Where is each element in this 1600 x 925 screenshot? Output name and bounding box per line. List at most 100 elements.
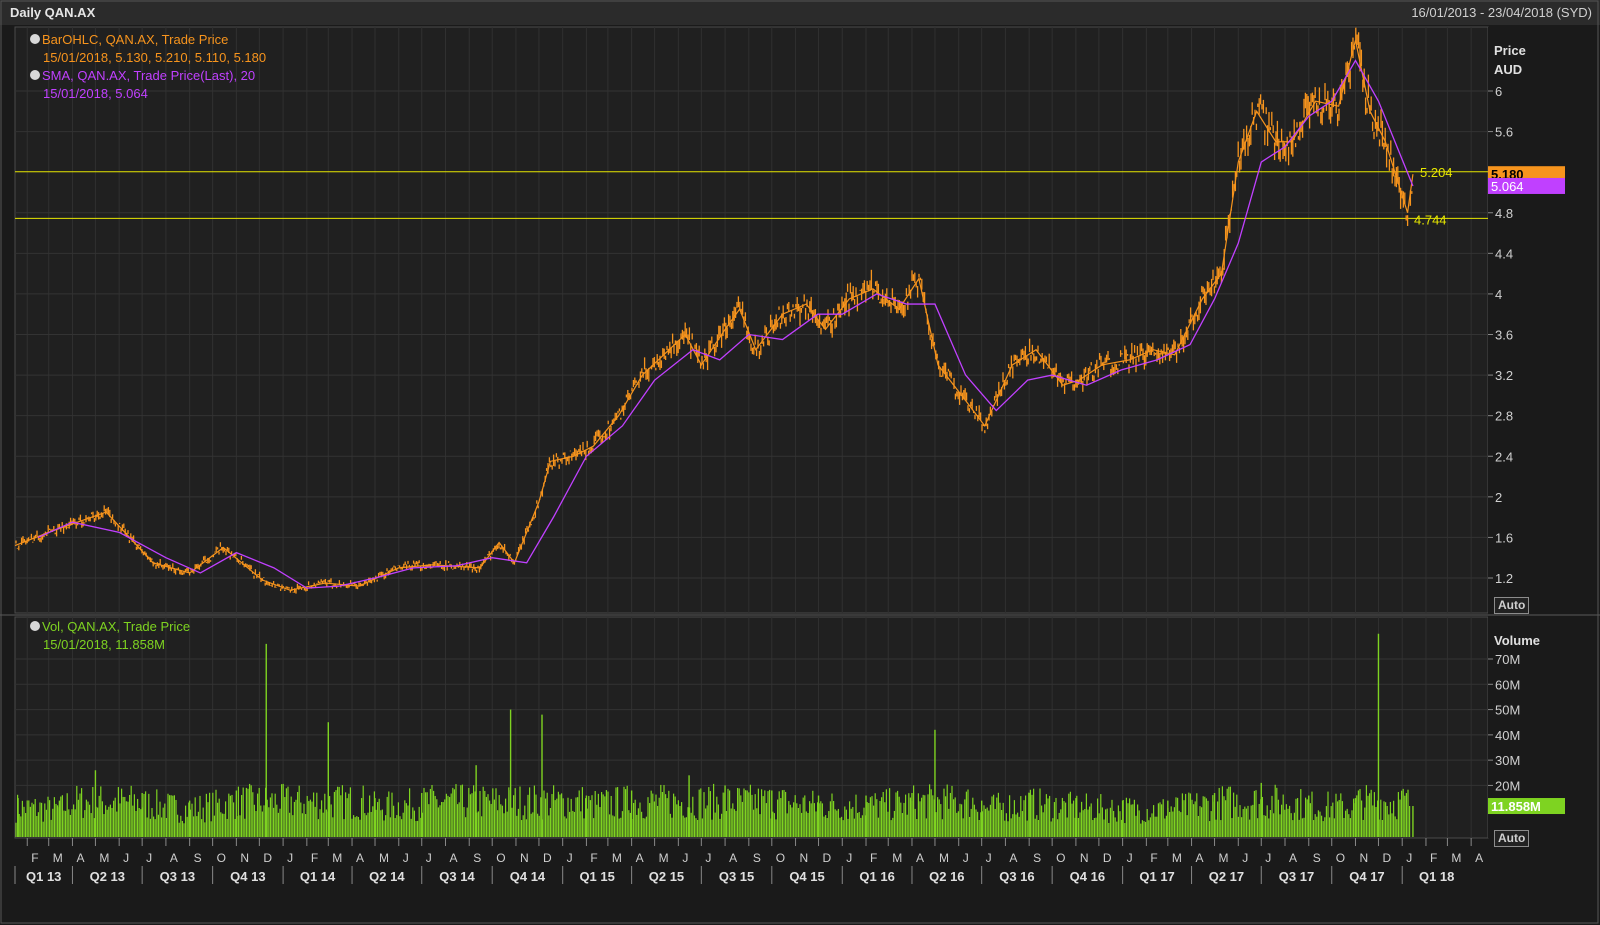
month-tick-label: O	[217, 851, 226, 865]
price-axis-label: 1.6	[1495, 530, 1513, 545]
month-tick-label: M	[379, 851, 389, 865]
month-tick-label: D	[263, 851, 272, 865]
price-axis-label: 6	[1495, 84, 1502, 99]
volume-axis-label: 20M	[1495, 778, 1520, 793]
quarter-label: Q3 15	[719, 869, 754, 884]
month-tick-label: J	[705, 851, 711, 865]
sma-legend-values: 15/01/2018, 5.064	[43, 86, 148, 101]
quarter-label: Q2 13	[90, 869, 125, 884]
month-tick-label: A	[1475, 851, 1483, 865]
title-bar: Daily QAN.AX 16/01/2013 - 23/04/2018 (SY…	[0, 0, 1600, 25]
month-tick-label: M	[939, 851, 949, 865]
quarter-label: Q4 17	[1349, 869, 1384, 884]
month-tick-label: S	[753, 851, 761, 865]
ohlc-legend-icon	[30, 34, 40, 44]
chart-title: Daily QAN.AX	[10, 5, 96, 20]
month-tick-label: D	[1103, 851, 1112, 865]
month-tick-label: F	[311, 851, 318, 865]
month-tick-label: M	[332, 851, 342, 865]
month-tick-label: N	[240, 851, 249, 865]
month-tick-label: F	[1430, 851, 1437, 865]
month-tick-label: O	[1336, 851, 1345, 865]
volume-legend-entry[interactable]: Vol, QAN.AX, Trade Price	[30, 618, 190, 636]
volume-axis-label: 40M	[1495, 728, 1520, 743]
volume-legend-values: 15/01/2018, 11.858M	[43, 637, 165, 652]
month-tick-label: F	[31, 851, 38, 865]
ohlc-legend-values: 15/01/2018, 5.130, 5.210, 5.110, 5.180	[43, 50, 267, 65]
month-tick-label: O	[1056, 851, 1065, 865]
quarter-label: Q4 14	[510, 869, 546, 884]
volume-legend: Vol, QAN.AX, Trade Price 15/01/2018, 11.…	[30, 618, 190, 654]
month-tick-label: A	[636, 851, 644, 865]
sma-legend-entry[interactable]: SMA, QAN.AX, Trade Price(Last), 20	[30, 67, 266, 85]
volume-auto-scale-button[interactable]: Auto	[1494, 830, 1530, 847]
quarter-label: Q1 16	[859, 869, 894, 884]
quarter-label: Q1 15	[579, 869, 614, 884]
month-tick-label: A	[1196, 851, 1204, 865]
volume-legend-icon	[30, 621, 40, 631]
month-tick-label: J	[963, 851, 969, 865]
month-tick-label: M	[1172, 851, 1182, 865]
month-tick-label: D	[1382, 851, 1391, 865]
quarter-label: Q2 16	[929, 869, 964, 884]
month-tick-label: O	[496, 851, 505, 865]
price-auto-scale-button[interactable]: Auto	[1494, 597, 1530, 614]
month-tick-label: F	[590, 851, 597, 865]
month-tick-label: S	[194, 851, 202, 865]
month-tick-label: M	[1219, 851, 1229, 865]
price-axis-label: 4	[1495, 287, 1502, 302]
sma-badge-label: 5.064	[1491, 179, 1524, 194]
month-tick-label: J	[1127, 851, 1133, 865]
price-axis-label: 3.6	[1495, 328, 1513, 343]
ohlc-legend-entry[interactable]: BarOHLC, QAN.AX, Trade Price	[30, 31, 266, 49]
right-axis-area	[1488, 27, 1598, 838]
month-tick-label: F	[1150, 851, 1157, 865]
quarter-label: Q4 16	[1070, 869, 1105, 884]
month-tick-label: A	[76, 851, 84, 865]
quarter-label: Q3 14	[439, 869, 475, 884]
month-tick-label: J	[986, 851, 992, 865]
quarter-label: Q1 18	[1419, 869, 1454, 884]
month-tick-label: A	[1289, 851, 1297, 865]
last-volume-badge-label: 11.858M	[1491, 799, 1541, 814]
quarter-label: Q2 15	[649, 869, 684, 884]
quarter-label: Q4 13	[230, 869, 265, 884]
month-tick-label: S	[473, 851, 481, 865]
price-panel	[14, 26, 1489, 614]
month-tick-label: A	[356, 851, 364, 865]
quarter-label: Q1 17	[1139, 869, 1174, 884]
month-tick-label: M	[99, 851, 109, 865]
month-tick-label: S	[1313, 851, 1321, 865]
quarter-label: Q2 17	[1209, 869, 1244, 884]
sma-line	[37, 59, 1414, 589]
month-tick-label: J	[1265, 851, 1271, 865]
month-tick-label: A	[449, 851, 457, 865]
price-axis-label: 5.6	[1495, 125, 1513, 140]
price-legend: BarOHLC, QAN.AX, Trade Price 15/01/2018,…	[30, 31, 266, 103]
quarter-label: Q1 13	[26, 869, 61, 884]
quarter-label: Q3 16	[999, 869, 1034, 884]
price-axis-label: 4.8	[1495, 206, 1513, 221]
price-axis-unit: AUD	[1494, 62, 1522, 77]
month-tick-label: A	[170, 851, 178, 865]
quarter-label: Q1 14	[300, 869, 336, 884]
month-tick-label: N	[1359, 851, 1368, 865]
month-tick-label: J	[146, 851, 152, 865]
volume-axis-label: 30M	[1495, 753, 1520, 768]
ohlc-legend-name: BarOHLC, QAN.AX, Trade Price	[42, 32, 229, 47]
price-axis-label: 4.4	[1495, 246, 1513, 261]
month-tick-label: D	[543, 851, 552, 865]
volume-legend-name: Vol, QAN.AX, Trade Price	[42, 619, 191, 634]
month-tick-label: N	[520, 851, 529, 865]
month-tick-label: O	[776, 851, 785, 865]
sma-legend-icon	[30, 70, 40, 80]
month-tick-label: N	[1080, 851, 1089, 865]
month-tick-label: J	[287, 851, 293, 865]
month-tick-label: F	[870, 851, 877, 865]
price-axis-label: 2.8	[1495, 409, 1513, 424]
price-axis-title: Price	[1494, 43, 1526, 58]
reference-line-label: 5.204	[1420, 165, 1453, 180]
month-tick-label: J	[567, 851, 573, 865]
month-tick-label: A	[1009, 851, 1017, 865]
